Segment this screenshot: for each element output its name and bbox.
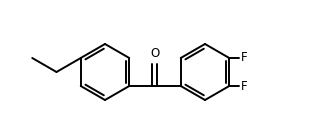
Text: F: F [241,51,248,64]
Text: O: O [150,47,160,60]
Text: F: F [241,79,248,92]
